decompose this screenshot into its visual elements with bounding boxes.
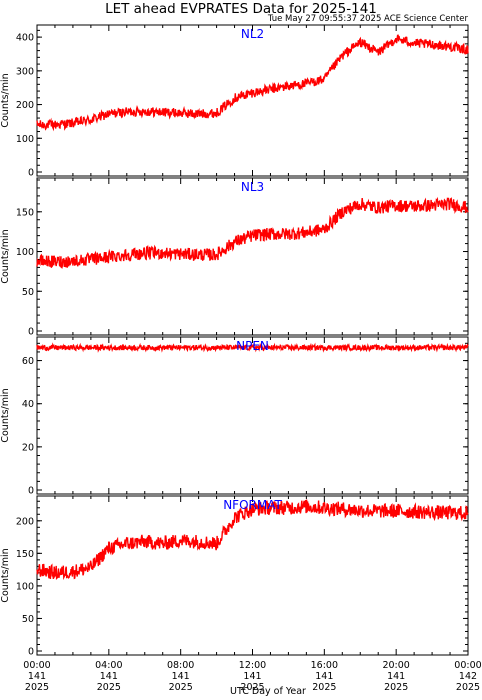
y-tick-label: 150 [16, 549, 34, 560]
panel-frame [36, 495, 469, 656]
y-tick-label: 100 [16, 134, 34, 145]
x-tick-label-year: 2025 [169, 682, 193, 693]
y-axis-title: Counts/min [0, 388, 11, 442]
y-tick-label: 0 [28, 647, 34, 658]
y-tick-label: 200 [16, 100, 34, 111]
y-tick-label: 40 [22, 399, 34, 410]
panel-npen: 0 20 40 60 Counts/min NPEN [0, 336, 469, 497]
series-line-npen [36, 342, 469, 353]
panel-frame [36, 336, 469, 495]
x-tick-label-time: 00:00 [454, 660, 481, 671]
y-tick-label: 100 [16, 247, 34, 258]
series-line-nl3 [36, 196, 469, 269]
x-tick-label-doy: 141 [315, 671, 333, 682]
y-tick-label: 0 [28, 327, 34, 338]
chart-title: LET ahead EVPRATES Data for 2025-141 [105, 1, 377, 17]
x-tick-label-doy: 141 [243, 671, 261, 682]
x-tick-label-year: 2025 [456, 682, 480, 693]
x-tick-label-doy: 141 [100, 671, 118, 682]
y-tick-label: 50 [22, 614, 34, 625]
series-label: NPEN [236, 339, 269, 353]
x-axis-labels: 00:00141202504:00141202508:00141202512:0… [23, 660, 481, 693]
x-tick-label-year: 2025 [384, 682, 408, 693]
y-axis-title: Counts/min [0, 229, 11, 283]
x-tick-label-time: 16:00 [311, 660, 338, 671]
series-label: NL2 [241, 27, 264, 41]
y-tick-label: 150 [16, 207, 34, 218]
chart-subtitle: Tue May 27 09:55:37 2025 ACE Science Cen… [267, 14, 469, 24]
y-tick-label: 60 [22, 356, 34, 367]
panel-nformat: 0 50 100 150 200 Counts/min NFORMAT [0, 495, 469, 658]
panel-nl2: 0 100 200 300 400 Counts/min NL2 [0, 24, 469, 179]
series-line-nformat [36, 499, 469, 581]
x-tick-label-time: 20:00 [382, 660, 409, 671]
x-tick-label-time: 00:00 [23, 660, 50, 671]
x-tick-label-year: 2025 [97, 682, 121, 693]
panel-frame [36, 24, 469, 177]
y-axis-title: Counts/min [0, 548, 11, 602]
x-tick-label-time: 08:00 [167, 660, 194, 671]
y-tick-label: 100 [16, 581, 34, 592]
y-tick-label: 0 [28, 168, 34, 179]
y-tick-label: 0 [28, 486, 34, 497]
y-tick-label: 20 [22, 442, 34, 453]
x-tick-label-doy: 141 [172, 671, 190, 682]
y-tick-label: 300 [16, 66, 34, 77]
y-tick-label: 400 [16, 33, 34, 44]
series-line-nl2 [36, 34, 469, 132]
x-axis-title: UTC Day of Year [230, 686, 306, 697]
panel-nl3: 0 50 100 150 Counts/min NL3 [0, 177, 469, 338]
x-tick-label-time: 12:00 [239, 660, 266, 671]
x-tick-label-year: 2025 [25, 682, 49, 693]
y-tick-label: 200 [16, 516, 34, 527]
x-tick-label-year: 2025 [240, 682, 264, 693]
panels: 0100200300400Counts/minNL2050100150Count… [0, 24, 469, 658]
x-tick-label-time: 04:00 [95, 660, 122, 671]
x-tick-label-doy: 142 [459, 671, 477, 682]
y-axis-title: Counts/min [0, 73, 11, 127]
x-tick-label-doy: 141 [28, 671, 46, 682]
x-tick-label-year: 2025 [312, 682, 336, 693]
series-label: NFORMAT [223, 498, 282, 512]
x-tick-label-doy: 141 [387, 671, 405, 682]
series-label: NL3 [241, 180, 264, 194]
y-tick-label: 50 [22, 287, 34, 298]
